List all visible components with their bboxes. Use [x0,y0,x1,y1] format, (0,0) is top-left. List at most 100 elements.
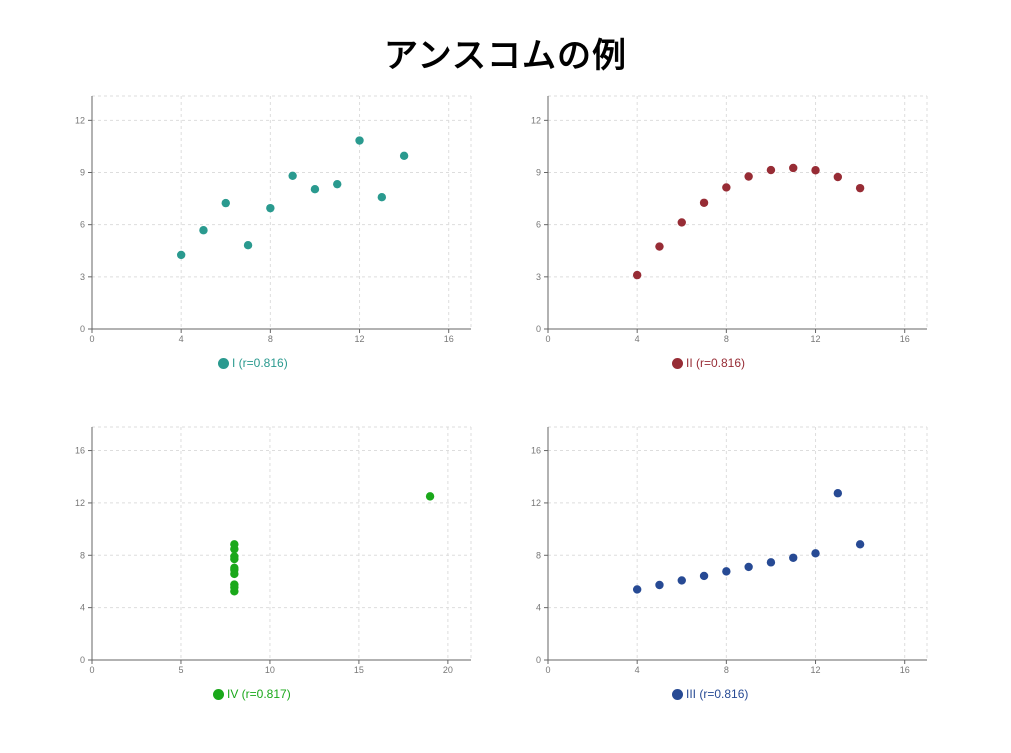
y-tick-label: 16 [531,446,541,456]
x-tick-label: 8 [724,665,729,675]
data-point[interactable] [288,171,297,181]
y-tick-label: 0 [536,324,541,334]
data-point[interactable] [355,136,364,145]
data-point[interactable] [789,553,798,562]
data-point[interactable] [811,166,820,175]
data-point[interactable] [399,151,409,161]
x-tick-label: 12 [355,334,365,344]
chart-panel-3: 0 5 10 15 20 0 4 8 12 16 IV (r=0.817) [62,421,532,741]
y-tick-label: 8 [536,550,541,560]
data-point[interactable] [425,492,435,501]
y-tick-label: 0 [80,324,85,334]
legend-label: III (r=0.816) [686,687,749,701]
y-tick-label: 9 [536,168,541,178]
y-tick-label: 0 [536,655,541,665]
x-tick-label: 4 [635,334,640,344]
x-tick-label: 4 [179,334,184,344]
data-point[interactable] [230,552,239,561]
data-point[interactable] [855,183,865,193]
data-point[interactable] [789,163,798,173]
data-point[interactable] [744,562,753,572]
grid-lines [92,426,472,660]
y-tick-label: 4 [80,603,85,613]
x-tick-label: 12 [811,334,821,344]
data-point[interactable] [243,240,253,250]
y-tick-label: 9 [80,168,85,178]
data-points [632,489,865,594]
data-points [176,136,409,260]
data-point[interactable] [176,250,186,260]
x-tick-label: 20 [443,665,453,675]
data-point[interactable] [722,567,731,576]
legend-marker-icon [672,357,683,369]
data-point[interactable] [833,172,843,182]
data-point[interactable] [744,172,753,181]
scatter-plot-II: 0 4 8 12 16 0 3 6 9 12 [531,95,928,344]
chart-panel-2: 0 4 8 12 16 0 3 6 9 12 II (r=0.816) [518,90,988,410]
data-point[interactable] [199,226,208,235]
chart-panel-4: 0 4 8 12 16 0 4 8 12 16 III (r=0.816) [518,421,988,741]
grid-lines [548,95,928,329]
x-tick-label: 0 [545,334,550,344]
data-point[interactable] [855,540,865,549]
x-tick-label: 8 [724,334,729,344]
legend-label: IV (r=0.817) [227,687,291,701]
data-point[interactable] [699,571,709,581]
legend-IV[interactable]: IV (r=0.817) [213,687,291,701]
y-tick-label: 3 [536,272,541,282]
data-point[interactable] [377,192,387,202]
data-point[interactable] [811,549,820,558]
scatter-plot-I: 0 4 8 12 16 0 3 6 9 12 [75,95,472,344]
y-tick-label: 12 [75,498,85,508]
x-tick-label: 16 [444,334,454,344]
data-point[interactable] [833,489,843,498]
data-point[interactable] [632,585,642,594]
data-point[interactable] [632,270,642,280]
x-tick-label: 12 [811,665,821,675]
x-tick-label: 15 [354,665,364,675]
legend-II[interactable]: II (r=0.816) [672,356,745,370]
x-tick-label: 4 [635,665,640,675]
legend-marker-icon [672,688,683,700]
scatter-plot-IV: 0 5 10 15 20 0 4 8 12 16 [75,426,472,675]
data-point[interactable] [310,185,320,194]
data-point[interactable] [699,198,709,207]
data-points [632,163,865,280]
data-point[interactable] [766,558,776,567]
y-tick-label: 6 [80,220,85,230]
scatter-plot-III: 0 4 8 12 16 0 4 8 12 16 [531,426,928,675]
legend-marker-icon [218,357,229,369]
legend-label: II (r=0.816) [686,356,746,370]
x-tick-label: 8 [268,334,273,344]
grid-lines [548,426,928,660]
data-point[interactable] [230,565,239,575]
x-tick-label: 16 [900,334,910,344]
y-tick-label: 12 [531,498,541,508]
legend-marker-icon [213,688,224,700]
x-tick-label: 5 [178,665,183,675]
y-tick-label: 4 [536,603,541,613]
legend-label: I (r=0.816) [232,356,288,370]
legend-I[interactable]: I (r=0.816) [218,356,288,370]
data-point[interactable] [655,242,664,251]
data-point[interactable] [677,218,686,227]
x-tick-label: 0 [89,665,94,675]
data-point[interactable] [266,203,275,213]
data-point[interactable] [230,583,239,592]
data-point[interactable] [677,576,686,585]
data-point[interactable] [655,580,664,590]
x-tick-label: 0 [89,334,94,344]
y-tick-label: 6 [536,220,541,230]
data-points [230,492,435,596]
chart-panel-1: 0 4 8 12 16 0 3 6 9 12 I (r=0.816) [62,90,532,410]
page-title: アンスコムの例 [384,36,627,76]
data-point[interactable] [722,183,731,192]
legend-III[interactable]: III (r=0.816) [672,687,748,701]
y-tick-label: 8 [80,550,85,560]
x-tick-label: 16 [900,665,910,675]
data-point[interactable] [766,165,776,175]
data-point[interactable] [230,544,239,554]
data-point[interactable] [333,179,342,189]
y-tick-label: 0 [80,655,85,665]
data-point[interactable] [221,198,230,208]
